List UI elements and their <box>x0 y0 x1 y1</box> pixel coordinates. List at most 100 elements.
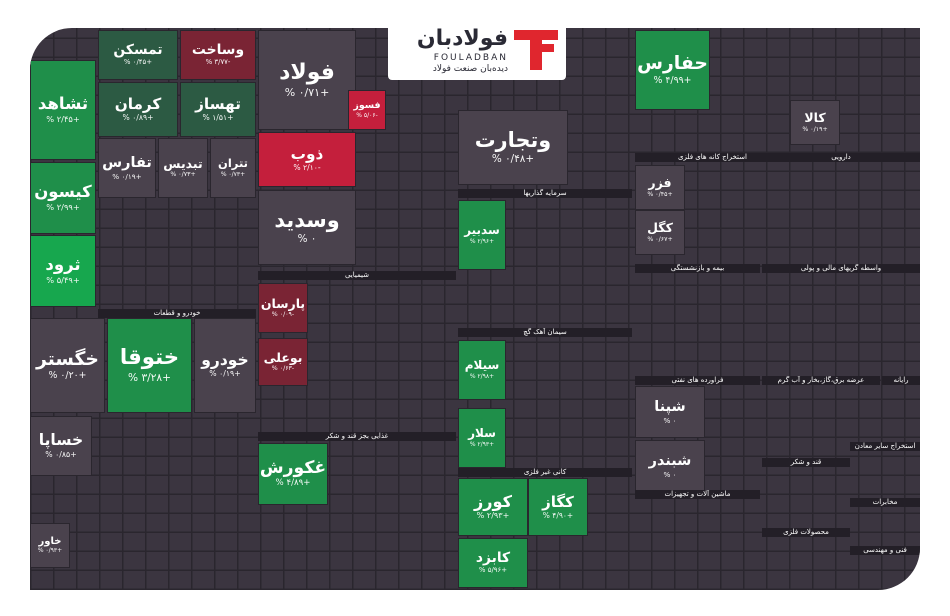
stock-tile: سلار +۲/۹۳ % <box>458 408 506 468</box>
sector-header: سرمایه گذاریها <box>458 189 632 198</box>
stock-tile: خساپا +۰/۸۵ % <box>30 416 92 476</box>
change: +۵/۴۹ % <box>46 275 80 286</box>
sector-header: غذایی بجز قند و شکر <box>258 432 456 441</box>
change: +۵/۹۶ % <box>478 566 508 575</box>
stock-tile: خاور +۰/۹۳ % <box>30 523 70 568</box>
change: +۴/۹۹ % <box>653 74 692 86</box>
stock-tile: تفارس +۰/۱۹ % <box>98 138 156 198</box>
symbol: حفارس <box>637 53 708 75</box>
stock-tile: وساخت -۳/۷۷ % <box>180 30 256 80</box>
sector-header: قند و شکر <box>762 458 850 467</box>
symbol: کابزد <box>475 549 511 566</box>
change: +۰/۷۳ % <box>170 171 196 179</box>
change: +۰/۴۵ % <box>123 58 153 67</box>
symbol: شبندر <box>648 453 692 470</box>
sector-header: مخابرات <box>850 498 920 507</box>
change: +۱/۵۱ % <box>202 113 234 123</box>
stock-tile: کگاز +۴/۹۰ % <box>528 478 588 536</box>
stock-tile: کرمان +۰/۸۹ % <box>98 82 178 137</box>
symbol: ثرود <box>45 255 81 275</box>
stock-tile: ختوقا +۳/۲۸ % <box>107 318 192 413</box>
symbol: تفارس <box>102 154 152 171</box>
symbol: ذوب <box>290 144 324 163</box>
sector-header: بیمه و بازنشستگی <box>635 264 760 273</box>
symbol: سلار <box>468 426 496 441</box>
change: +۲/۹۶ % <box>469 238 495 245</box>
change: +۰/۹۳ % <box>37 547 63 555</box>
stock-tile: تبدیس +۰/۷۳ % <box>158 138 208 198</box>
change: +۲/۹۹ % <box>46 202 80 213</box>
change: -۳/۷۷ % <box>205 58 231 67</box>
sector-header: محصولات فلزی <box>762 528 850 537</box>
change: +۰/۱۹ % <box>802 125 828 133</box>
stock-tile: فولاد +۰/۷۱ % <box>258 30 356 130</box>
change: +۰/۲۰ % <box>48 370 87 382</box>
stock-tile: شپنا ۰ % <box>635 386 705 438</box>
stock-tile: تهساز +۱/۵۱ % <box>180 82 256 137</box>
sector-header: استخراج سایر معادن <box>850 442 920 451</box>
change: +۲/۹۳ % <box>469 441 495 448</box>
stock-tile: ثشاهد +۲/۴۵ % <box>30 60 96 160</box>
sector-header: شیمیایی <box>258 271 456 280</box>
sector-header: دارویی <box>762 153 920 162</box>
brand: فولادبان <box>416 26 508 51</box>
symbol: کگاز <box>542 492 574 511</box>
symbol: تتران <box>218 156 248 171</box>
stock-tile: حفارس +۴/۹۹ % <box>635 30 710 110</box>
symbol: خساپا <box>38 431 84 450</box>
symbol: فزر <box>648 175 672 191</box>
sector-header: رایانه <box>882 376 920 385</box>
logo: فولادبان FOULADBAN دیده‌بان صنعت فولاد <box>388 20 566 80</box>
stock-tile: خودرو +۰/۱۹ % <box>194 318 256 413</box>
symbol: وسدید <box>274 207 340 232</box>
change: +۲/۹۸ % <box>469 373 495 380</box>
change: +۰/۶۷ % <box>647 235 673 243</box>
sector-header: عرضه برق،گاز،بخار و آب گرم <box>762 376 880 385</box>
stock-tile: تتران +۰/۷۳ % <box>210 138 256 198</box>
symbol: تهساز <box>195 94 241 113</box>
change: +۲/۹۳ % <box>476 511 510 521</box>
symbol: سدبیر <box>464 223 500 238</box>
logo-icon <box>514 30 558 70</box>
treemap: ثشاهد +۲/۴۵ % کیسون +۲/۹۹ % ثرود +۵/۴۹ % تمسکن… <box>30 28 920 590</box>
sector-header: سیمان آهک گچ <box>458 328 632 337</box>
symbol: کالا <box>804 110 826 126</box>
symbol: ثشاهد <box>37 94 89 114</box>
symbol: غکورش <box>259 457 327 478</box>
tagline: دیده‌بان صنعت فولاد <box>432 64 508 74</box>
symbol: ختوقا <box>119 345 180 371</box>
stock-tile: غکورش +۴/۸۹ % <box>258 443 328 505</box>
symbol: وتجارت <box>474 127 552 152</box>
change: ۰ % <box>663 415 677 425</box>
sector-header: واسطه گریهای مالی و پولی <box>762 264 920 273</box>
change: +۴/۹۰ % <box>542 510 574 520</box>
sector-header: خودرو و قطعات <box>98 309 256 318</box>
change: -۵/۰۶ % <box>356 111 378 119</box>
change: -۰/۶۳ % <box>271 365 295 373</box>
change: +۰/۱۹ % <box>209 369 241 379</box>
change: +۳/۲۸ % <box>127 370 172 384</box>
sector-header: فراورده های نفتی <box>635 376 760 385</box>
symbol: فولاد <box>279 60 335 86</box>
symbol: بوعلی <box>263 349 303 365</box>
change: +۰/۸۵ % <box>45 449 77 459</box>
stock-tile: کیسون +۲/۹۹ % <box>30 162 96 234</box>
symbol: سیلام <box>464 358 500 373</box>
symbol: تبدیس <box>163 155 203 171</box>
symbol: فسوز <box>353 99 381 111</box>
sector-header: استخراج کانه های فلزی <box>635 153 790 162</box>
stock-tile: پارسان -۰/۰۹ % <box>258 283 308 333</box>
stock-tile: فزر +۰/۴۵ % <box>635 165 685 210</box>
symbol: کیسون <box>34 182 92 202</box>
stock-tile: سیلام +۲/۹۸ % <box>458 340 506 400</box>
stock-tile: شبندر ۰ % <box>635 440 705 492</box>
change: +۲/۴۵ % <box>46 114 80 125</box>
stock-tile: کگل +۰/۶۷ % <box>635 210 685 255</box>
symbol: خودرو <box>201 350 249 369</box>
change: +۰/۸۹ % <box>122 113 154 123</box>
brand-latin: FOULADBAN <box>433 53 508 63</box>
stock-tile: کابزد +۵/۹۶ % <box>458 538 528 588</box>
change: +۰/۷۳ % <box>220 170 246 178</box>
stock-tile: خگستر +۰/۲۰ % <box>30 318 105 413</box>
change: +۰/۷۱ % <box>284 85 330 99</box>
